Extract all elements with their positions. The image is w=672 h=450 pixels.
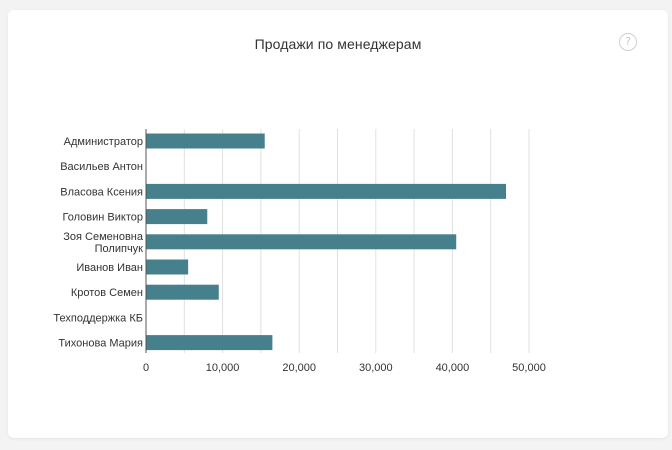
category-label: Васильев Антон: [60, 161, 143, 173]
category-label-line: Васильев Антон: [60, 161, 143, 173]
bar[interactable]: [146, 133, 265, 149]
x-tick-label: 40,000: [436, 362, 470, 374]
category-labels: Администратор Васильев Антон Власова Ксени…: [53, 136, 143, 350]
x-tick-label: 20,000: [282, 362, 316, 374]
category-label-line: Иванов Иван: [76, 262, 143, 274]
category-label-line: Тихонова Мария: [58, 338, 143, 350]
category-label-line: Головин Виктор: [63, 212, 143, 224]
bar[interactable]: [146, 209, 208, 225]
category-label: Администратор: [64, 136, 143, 148]
tick-labels: 0 10,000 20,000 30,000 40,000 50,000: [143, 362, 546, 374]
x-tick-label: 50,000: [512, 362, 546, 374]
category-label: Тихонова Мария: [58, 338, 143, 350]
category-label-line: Власова Ксения: [60, 186, 143, 198]
bar[interactable]: [146, 234, 457, 250]
category-label: Кротов Семен: [71, 287, 143, 299]
bar[interactable]: [146, 259, 189, 275]
category-label-line: Техподдержка КБ: [53, 312, 143, 324]
x-tick-label: 0: [143, 362, 149, 374]
bar[interactable]: [146, 284, 219, 300]
bars: [146, 133, 507, 351]
category-label-line: Зоя Семеновна: [63, 231, 144, 243]
category-label: Иванов Иван: [76, 262, 143, 274]
category-label: Головин Виктор: [63, 212, 143, 224]
x-tick-label: 10,000: [206, 362, 240, 374]
bar[interactable]: [146, 335, 273, 351]
x-tick-label: 30,000: [359, 362, 393, 374]
category-label-line: Полипчук: [95, 243, 144, 255]
bar[interactable]: [146, 183, 507, 199]
category-label: Власова Ксения: [60, 186, 143, 198]
category-label-line: Кротов Семен: [71, 287, 143, 299]
category-label: Техподдержка КБ: [53, 312, 143, 324]
category-label: Зоя Семеновна Полипчук: [63, 231, 144, 255]
chart-title: Продажи по менеджерам: [254, 36, 422, 52]
category-label-line: Администратор: [64, 136, 143, 148]
question-circle-icon[interactable]: ?: [619, 33, 637, 51]
